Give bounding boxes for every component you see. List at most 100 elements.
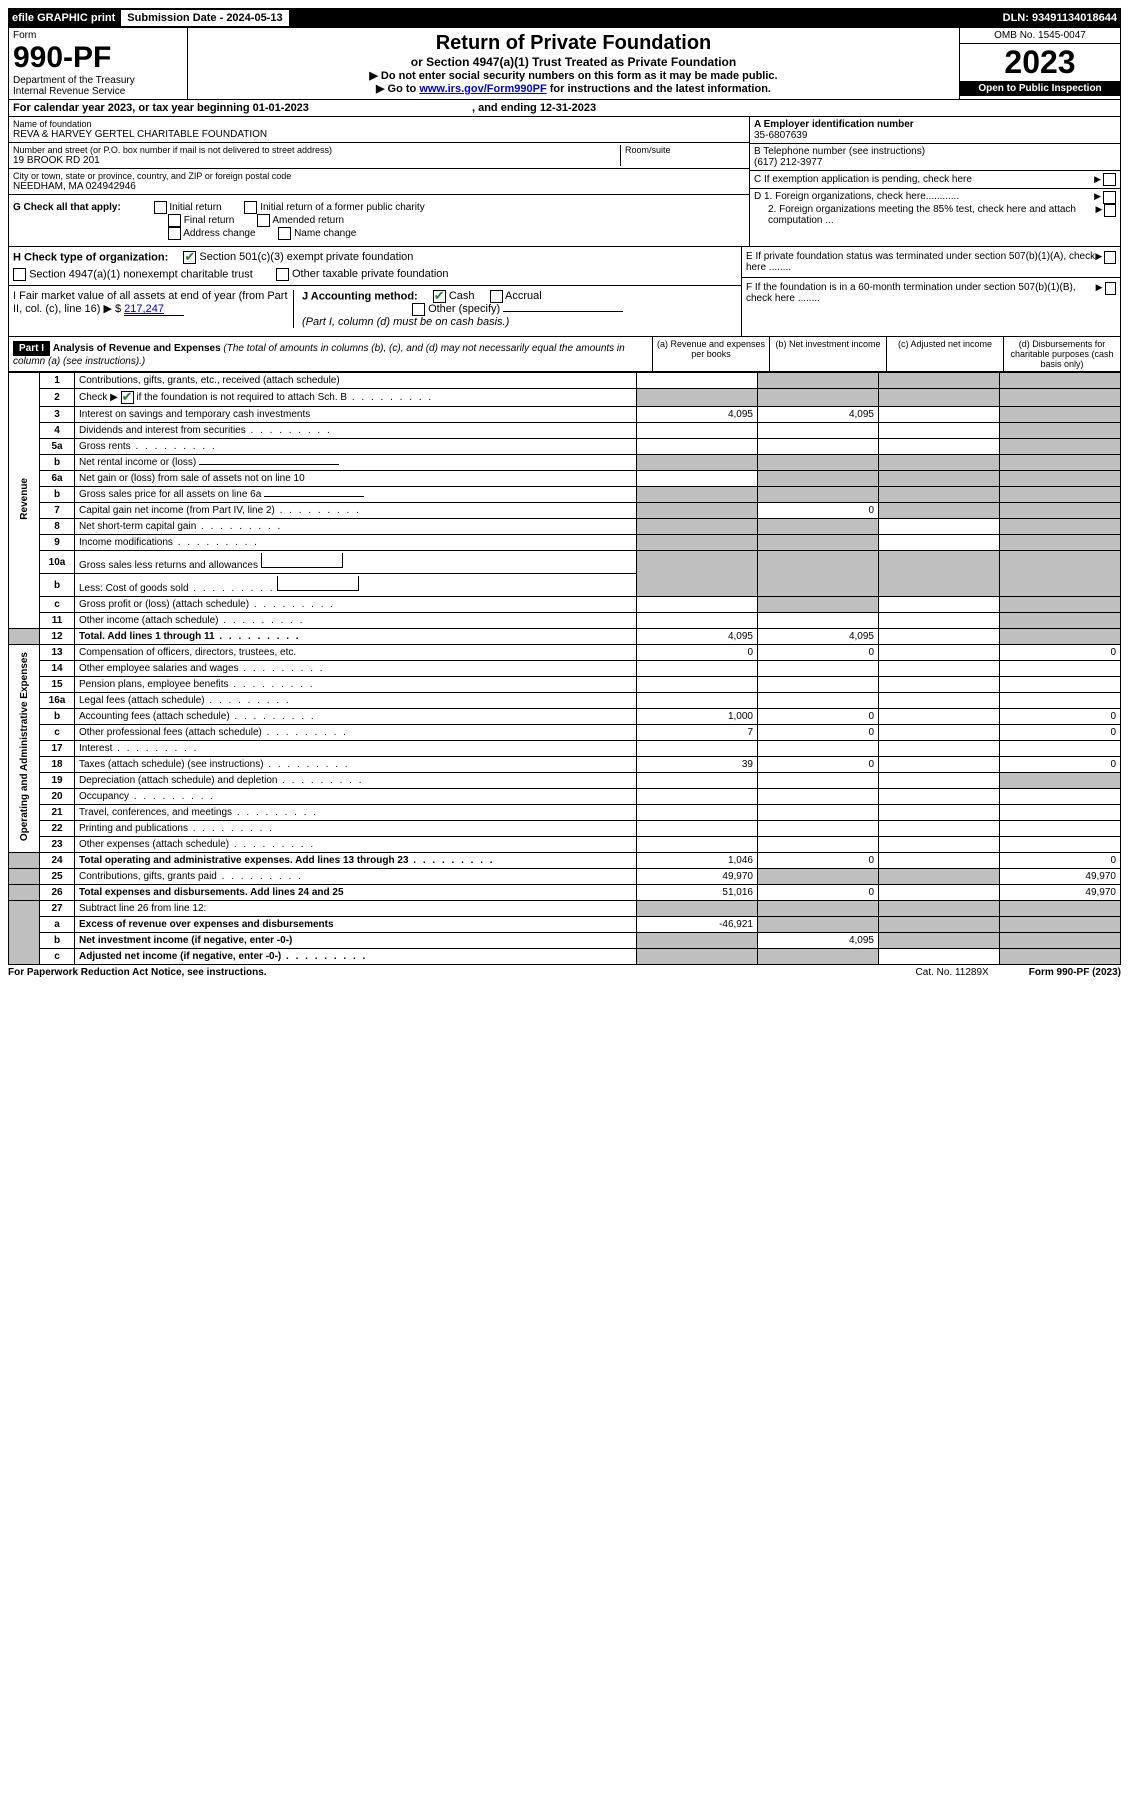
fmv-value[interactable]: 217,247 bbox=[124, 303, 184, 316]
line-6a: Net gain or (loss) from sale of assets n… bbox=[75, 471, 637, 487]
expenses-sidelabel: Operating and Administrative Expenses bbox=[9, 645, 40, 853]
pra-notice: For Paperwork Reduction Act Notice, see … bbox=[8, 967, 267, 978]
val-3a: 4,095 bbox=[637, 407, 758, 423]
checkbox-501c3[interactable] bbox=[183, 251, 196, 264]
foundation-name: REVA & HARVEY GERTEL CHARITABLE FOUNDATI… bbox=[13, 129, 745, 140]
col-c-head: (c) Adjusted net income bbox=[886, 337, 1003, 371]
line-25: Contributions, gifts, grants paid bbox=[75, 869, 637, 885]
checkbox-4947[interactable] bbox=[13, 268, 26, 281]
form-code: 990-PF bbox=[13, 41, 183, 75]
val-18b: 0 bbox=[758, 757, 879, 773]
checkbox-c[interactable] bbox=[1103, 173, 1116, 186]
col-a-head: (a) Revenue and expenses per books bbox=[652, 337, 769, 371]
j-label: J Accounting method: bbox=[302, 290, 418, 302]
instr2-pre: ▶ Go to bbox=[376, 83, 419, 95]
instr2-post: for instructions and the latest informat… bbox=[547, 83, 771, 95]
j-cash: Cash bbox=[449, 290, 475, 302]
h-i-j-block: H Check type of organization: Section 50… bbox=[8, 247, 1121, 337]
part1-table: Revenue 1Contributions, gifts, grants, e… bbox=[8, 372, 1121, 965]
val-16cd: 0 bbox=[1000, 725, 1121, 741]
checkbox-initial-return[interactable] bbox=[154, 201, 167, 214]
form-subtitle: or Section 4947(a)(1) Trust Treated as P… bbox=[192, 55, 955, 69]
line-4: Dividends and interest from securities bbox=[75, 423, 637, 439]
val-26b: 0 bbox=[758, 885, 879, 901]
checkbox-name-change[interactable] bbox=[278, 227, 291, 240]
irs-link[interactable]: www.irs.gov/Form990PF bbox=[419, 83, 546, 95]
line-2: Check ▶ if the foundation is not require… bbox=[75, 389, 637, 407]
j-accrual: Accrual bbox=[505, 290, 542, 302]
checkbox-other-taxable[interactable] bbox=[276, 268, 289, 281]
checkbox-other-method[interactable] bbox=[412, 303, 425, 316]
checkbox-f[interactable] bbox=[1105, 282, 1116, 295]
part1-title: Analysis of Revenue and Expenses bbox=[53, 343, 221, 354]
d1-label: D 1. Foreign organizations, check here..… bbox=[754, 191, 959, 204]
line-23: Other expenses (attach schedule) bbox=[75, 837, 637, 853]
irs-label: Internal Revenue Service bbox=[13, 86, 183, 97]
val-16bb: 0 bbox=[758, 709, 879, 725]
val-24d: 0 bbox=[1000, 853, 1121, 869]
footer: For Paperwork Reduction Act Notice, see … bbox=[8, 965, 1121, 978]
checkbox-d2[interactable] bbox=[1104, 204, 1116, 217]
phone-value: (617) 212-3977 bbox=[754, 157, 1116, 168]
checkbox-cash[interactable] bbox=[433, 290, 446, 303]
line-13: Compensation of officers, directors, tru… bbox=[75, 645, 637, 661]
checkbox-d1[interactable] bbox=[1103, 191, 1116, 204]
checkbox-sch-b[interactable] bbox=[121, 391, 134, 404]
form-word: Form bbox=[13, 30, 183, 41]
phone-label: B Telephone number (see instructions) bbox=[754, 146, 1116, 157]
col-d-head: (d) Disbursements for charitable purpose… bbox=[1003, 337, 1120, 371]
line-19: Depreciation (attach schedule) and deple… bbox=[75, 773, 637, 789]
line-15: Pension plans, employee benefits bbox=[75, 677, 637, 693]
val-27a: -46,921 bbox=[637, 917, 758, 933]
val-16cb: 0 bbox=[758, 725, 879, 741]
h-opt2: Section 4947(a)(1) nonexempt charitable … bbox=[29, 268, 253, 280]
checkbox-amended-return[interactable] bbox=[257, 214, 270, 227]
checkbox-e[interactable] bbox=[1104, 251, 1116, 264]
line-24: Total operating and administrative expen… bbox=[75, 853, 637, 869]
line-11: Other income (attach schedule) bbox=[75, 613, 637, 629]
line-9: Income modifications bbox=[75, 535, 637, 551]
val-26a: 51,016 bbox=[637, 885, 758, 901]
tax-year: 2023 bbox=[960, 44, 1120, 81]
checkbox-initial-former[interactable] bbox=[244, 201, 257, 214]
g-opt-0: Initial return bbox=[169, 202, 221, 213]
omb: OMB No. 1545-0047 bbox=[960, 28, 1120, 44]
val-7b: 0 bbox=[758, 503, 879, 519]
line-5b: Net rental income or (loss) bbox=[75, 455, 637, 471]
e-label: E If private foundation status was termi… bbox=[746, 251, 1095, 273]
checkbox-address-change[interactable] bbox=[168, 227, 181, 240]
checkbox-accrual[interactable] bbox=[490, 290, 503, 303]
line-10b: Less: Cost of goods sold bbox=[75, 574, 637, 597]
g-opt-4: Address change bbox=[183, 228, 255, 239]
entity-info: Name of foundation REVA & HARVEY GERTEL … bbox=[8, 117, 1121, 247]
val-12b: 4,095 bbox=[758, 629, 879, 645]
line-27: Subtract line 26 from line 12: bbox=[75, 901, 637, 917]
foundation-address: 19 BROOK RD 201 bbox=[13, 155, 620, 166]
line-8: Net short-term capital gain bbox=[75, 519, 637, 535]
name-label: Name of foundation bbox=[13, 119, 745, 129]
calendar-year-row: For calendar year 2023, or tax year begi… bbox=[8, 100, 1121, 117]
line-27a: Excess of revenue over expenses and disb… bbox=[75, 917, 637, 933]
val-13d: 0 bbox=[1000, 645, 1121, 661]
checkbox-final-return[interactable] bbox=[168, 214, 181, 227]
line-20: Occupancy bbox=[75, 789, 637, 805]
g-opt-5: Name change bbox=[294, 228, 356, 239]
line-12: Total. Add lines 1 through 11 bbox=[75, 629, 637, 645]
val-16ca: 7 bbox=[637, 725, 758, 741]
line-17: Interest bbox=[75, 741, 637, 757]
val-13a: 0 bbox=[637, 645, 758, 661]
line-16c: Other professional fees (attach schedule… bbox=[75, 725, 637, 741]
g-opt-1: Initial return of a former public charit… bbox=[260, 202, 425, 213]
val-16ba: 1,000 bbox=[637, 709, 758, 725]
val-27b: 4,095 bbox=[758, 933, 879, 949]
part1-header-row: Part I Analysis of Revenue and Expenses … bbox=[8, 337, 1121, 372]
g-opt-3: Amended return bbox=[272, 215, 344, 226]
instr-2: ▶ Go to www.irs.gov/Form990PF for instru… bbox=[192, 82, 955, 95]
line-22: Printing and publications bbox=[75, 821, 637, 837]
val-13b: 0 bbox=[758, 645, 879, 661]
j-note: (Part I, column (d) must be on cash basi… bbox=[302, 316, 509, 328]
val-12a: 4,095 bbox=[637, 629, 758, 645]
val-24a: 1,046 bbox=[637, 853, 758, 869]
efile-label: efile GRAPHIC print bbox=[12, 12, 115, 24]
line-10a: Gross sales less returns and allowances bbox=[75, 551, 637, 574]
